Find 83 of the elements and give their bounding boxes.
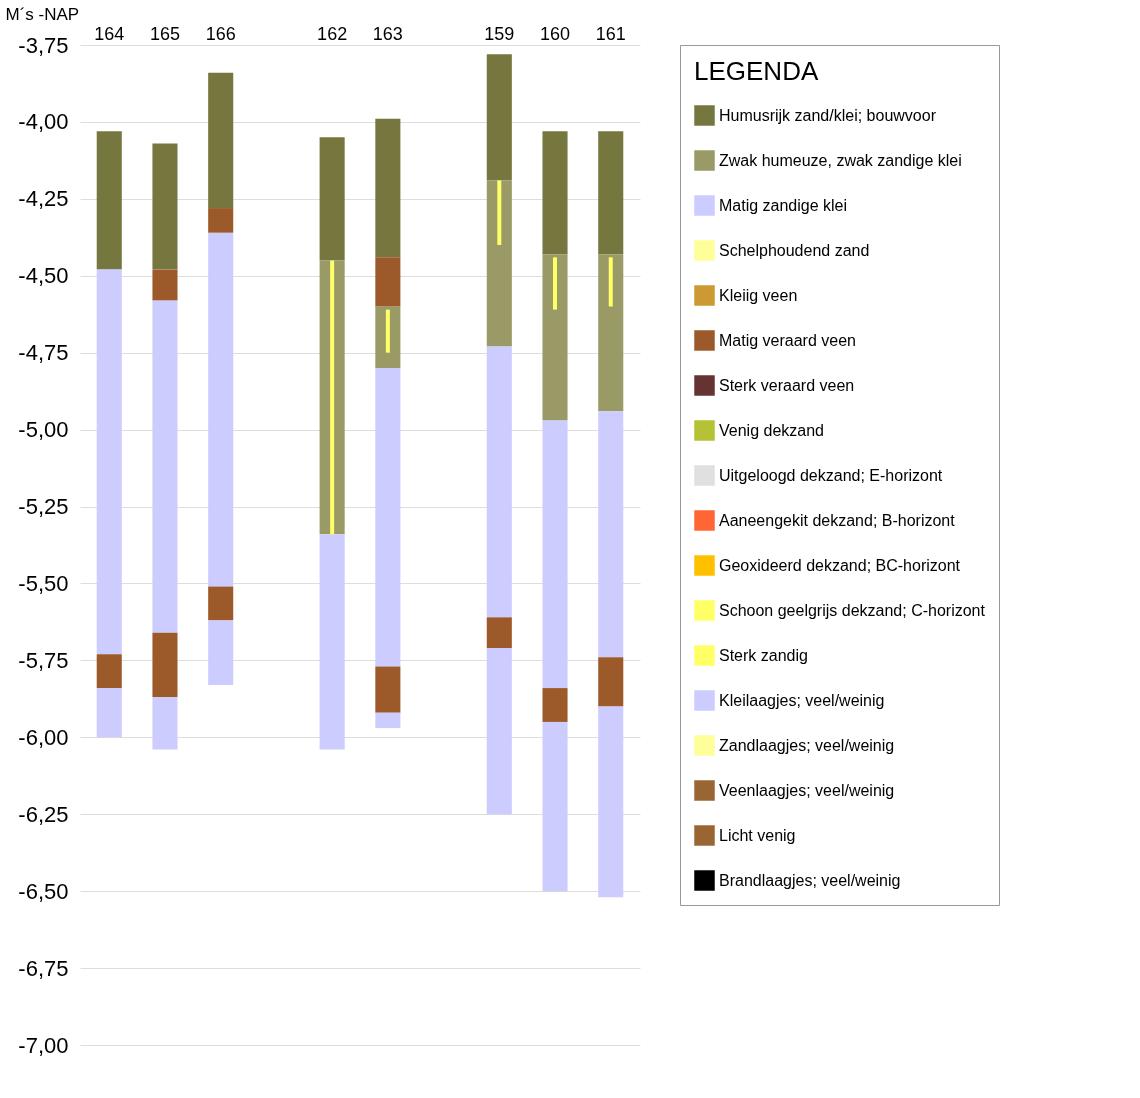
bar [319,137,345,261]
bar [208,72,234,209]
bar [96,654,122,689]
bar [208,586,234,621]
bar [375,257,401,307]
legend-label: Venig dekzand [719,421,824,439]
bar [96,131,122,270]
y-axis-title: M´s -NAP [5,4,80,24]
legend-label: Uitgeloogd dekzand; E-horizont [719,466,943,484]
bar [598,706,624,898]
x-tick-label: 165 [149,23,180,44]
bar [486,648,512,815]
y-tick-label: -4,75 [18,340,69,366]
x-tick-label: 166 [205,23,236,44]
legend-label: Matig zandige klei [719,196,848,214]
bar [208,620,234,685]
y-tick-label: -6,00 [18,724,69,750]
bar [152,697,178,750]
x-tick-label: 162 [317,23,348,44]
bar [208,208,234,233]
bar [542,131,568,255]
x-tick-label: 160 [540,23,571,44]
legend-label: Humusrijk zand/klei; bouwvoor [719,106,937,124]
legend-label: Schelphoudend zand [719,241,870,259]
y-tick-label: -3,75 [18,32,69,58]
x-tick-label: 164 [94,23,125,44]
bar [208,232,234,587]
bar [152,269,178,301]
bar [598,411,624,658]
bar [319,534,345,750]
y-tick-label: -5,75 [18,647,69,673]
y-tick-label: -6,75 [18,955,69,981]
y-tick-label: -6,50 [18,878,69,904]
y-tick-label: -6,25 [18,801,69,827]
bar [542,688,568,722]
bar [152,300,178,633]
x-tick-label: 161 [595,23,626,44]
bar [152,632,178,698]
legend-label: Kleiig veen [719,286,798,304]
legend-label: Geoxideerd dekzand; BC-horizont [719,556,961,574]
bar [375,118,401,258]
x-tick-label: 163 [372,23,403,44]
bar [375,368,401,667]
bar [486,617,512,649]
legend-label: Kleilaagjes; veel/weinig [719,691,885,709]
legend-label: Veenlaagjes; veel/weinig [719,781,895,799]
bar [608,257,613,307]
bar [553,257,558,310]
bar [96,688,122,738]
y-tick-label: -4,25 [18,186,69,212]
y-tick-label: -7,00 [18,1032,69,1058]
legend-label: Zandlaagjes; veel/weinig [719,736,895,754]
y-tick-label: -4,50 [18,263,69,289]
bar [385,309,390,353]
bar [497,180,502,245]
bar [486,346,512,618]
y-tick-label: -5,00 [18,417,69,443]
bar [330,260,335,535]
bar [486,54,512,181]
x-tick-label: 159 [484,23,515,44]
legend-label: Matig veraard veen [719,331,856,349]
bar [96,269,122,655]
bar [598,131,624,255]
bar [542,721,568,892]
legend-label: Brandlaagjes; veel/weinig [719,871,901,889]
bar [375,666,401,713]
bar [152,143,178,270]
legend-label: Zwak humeuze, zwak zandige klei [719,151,962,169]
bar [598,254,624,412]
legend-label: Sterk zandig [719,646,808,664]
bar [375,712,401,729]
legend-label: Schoon geelgrijs dekzand; C-horizont [719,601,986,619]
legend-label: Licht venig [719,826,796,844]
y-tick-label: -5,50 [18,570,69,596]
bar [598,657,624,707]
bar [542,254,568,421]
y-tick-label: -4,00 [18,109,69,135]
legend-label: Aaneengekit dekzand; B-horizont [719,511,956,529]
y-tick-label: -5,25 [18,494,69,520]
legend-label: Sterk veraard veen [719,376,855,394]
bar [486,180,512,347]
legend-title: LEGENDA [694,56,819,86]
bar [542,420,568,689]
